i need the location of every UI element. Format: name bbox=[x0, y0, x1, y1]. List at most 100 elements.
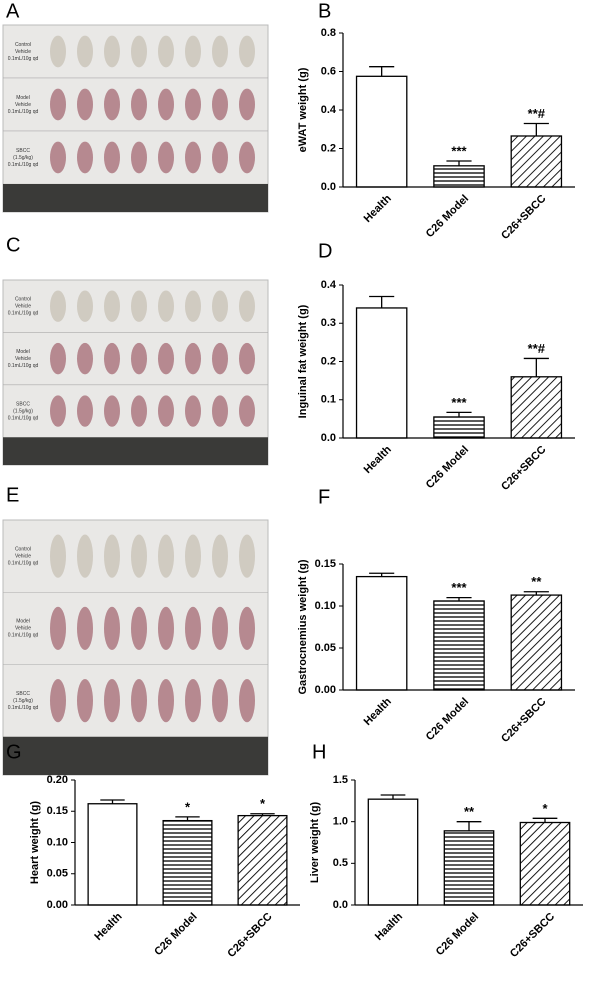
specimen bbox=[104, 678, 120, 723]
specimen bbox=[131, 678, 147, 723]
bar bbox=[433, 416, 485, 439]
significance-label: ** bbox=[531, 574, 542, 589]
significance-label: * bbox=[542, 801, 548, 816]
specimen bbox=[239, 88, 255, 121]
specimen bbox=[158, 88, 174, 121]
x-tick-label: C26+SBCC bbox=[225, 911, 274, 960]
y-tick-label: 0.4 bbox=[321, 104, 337, 116]
specimen bbox=[50, 35, 66, 68]
row-label: SBCC bbox=[16, 401, 30, 407]
bar bbox=[355, 75, 408, 188]
specimen bbox=[212, 678, 228, 723]
y-tick-label: 0.0 bbox=[321, 181, 336, 193]
significance-label: **# bbox=[528, 341, 546, 356]
specimen bbox=[239, 290, 255, 322]
row-label: (1.5g/kg) bbox=[13, 155, 33, 161]
y-tick-label: 0.00 bbox=[315, 684, 336, 696]
row-label: SBCC bbox=[16, 148, 30, 154]
y-tick-label: 0.0 bbox=[321, 432, 336, 444]
specimen bbox=[239, 395, 255, 427]
bar bbox=[433, 165, 485, 188]
specimen bbox=[50, 606, 66, 651]
x-tick-label: C26+SBCC bbox=[508, 911, 557, 960]
y-tick-label: 0.15 bbox=[47, 805, 68, 817]
y-tick-label: 0.05 bbox=[315, 642, 336, 654]
row-label: Vehicle bbox=[15, 49, 31, 55]
row-label: 0.1mL/10g qd bbox=[8, 162, 39, 168]
specimen bbox=[77, 290, 93, 322]
row-label: 0.1mL/10g qd bbox=[8, 415, 39, 421]
specimen bbox=[158, 141, 174, 174]
error-bar bbox=[175, 816, 200, 821]
row-label: 0.1mL/10g qd bbox=[8, 705, 39, 711]
specimen bbox=[104, 88, 120, 121]
significance-label: ** bbox=[464, 804, 475, 819]
x-tick-label: C26+SBCC bbox=[499, 193, 548, 242]
significance-label: **# bbox=[528, 106, 546, 121]
panel-label: E bbox=[6, 484, 19, 506]
specimen bbox=[239, 35, 255, 68]
specimen bbox=[131, 290, 147, 322]
y-axis-label: Inguinal fat weight (g) bbox=[297, 304, 309, 418]
bar bbox=[162, 819, 213, 906]
x-tick-label: C26+SBCC bbox=[499, 696, 548, 745]
x-tick-label: C26 Model bbox=[424, 193, 471, 240]
row-label: Vehicle bbox=[15, 356, 31, 362]
x-tick-label: C26 Model bbox=[424, 696, 471, 743]
specimen bbox=[185, 342, 201, 375]
panel-label: F bbox=[318, 486, 330, 508]
bar bbox=[510, 135, 563, 188]
bar bbox=[237, 814, 288, 906]
x-tick-label: C26 Model bbox=[152, 911, 199, 958]
specimen bbox=[104, 342, 120, 375]
y-tick-label: 0.2 bbox=[321, 142, 336, 154]
specimen bbox=[50, 678, 66, 723]
error-bar bbox=[532, 817, 558, 823]
specimen bbox=[212, 342, 228, 375]
panel-label: C bbox=[6, 234, 20, 256]
bar bbox=[433, 600, 485, 691]
row-label: Model bbox=[16, 619, 30, 625]
specimen bbox=[158, 534, 174, 578]
specimen bbox=[131, 342, 147, 375]
row-label: Vehicle bbox=[15, 102, 31, 108]
x-tick-label: C26 Model bbox=[424, 444, 471, 491]
specimen bbox=[239, 534, 255, 578]
y-axis-label: Liver weight (g) bbox=[309, 802, 321, 884]
specimen bbox=[212, 290, 228, 322]
bar bbox=[87, 803, 138, 906]
specimen bbox=[185, 141, 201, 174]
specimen bbox=[239, 606, 255, 651]
bar bbox=[510, 594, 563, 691]
row-label: Model bbox=[16, 95, 30, 101]
error-bar bbox=[369, 66, 395, 77]
y-tick-label: 1.0 bbox=[333, 816, 348, 828]
panel-label: H bbox=[312, 741, 326, 763]
specimen bbox=[50, 141, 66, 174]
y-tick-label: 0.8 bbox=[321, 27, 336, 39]
error-bar bbox=[380, 794, 406, 800]
x-tick-label: Haalth bbox=[373, 910, 405, 942]
significance-label: *** bbox=[451, 580, 467, 595]
specimen bbox=[77, 395, 93, 427]
y-axis-label: Gastrocnemius weight (g) bbox=[297, 559, 309, 694]
y-tick-label: 0.1 bbox=[321, 394, 336, 406]
row-label: 0.1mL/10g qd bbox=[8, 633, 39, 639]
error-bar bbox=[523, 357, 549, 377]
specimen bbox=[185, 88, 201, 121]
y-tick-label: 0.3 bbox=[321, 317, 336, 329]
bar bbox=[355, 307, 408, 439]
specimen bbox=[185, 395, 201, 427]
bar bbox=[510, 376, 563, 439]
specimen bbox=[77, 342, 93, 375]
y-tick-label: 0.2 bbox=[321, 355, 336, 367]
y-tick-label: 0.10 bbox=[47, 836, 68, 848]
y-tick-label: 0.4 bbox=[321, 279, 337, 291]
specimen bbox=[185, 290, 201, 322]
row-label: Model bbox=[16, 349, 30, 355]
row-label: 0.1mL/10g qd bbox=[8, 560, 39, 566]
error-bar bbox=[446, 160, 472, 166]
specimen bbox=[185, 35, 201, 68]
specimen bbox=[158, 342, 174, 375]
error-bar bbox=[446, 596, 472, 601]
